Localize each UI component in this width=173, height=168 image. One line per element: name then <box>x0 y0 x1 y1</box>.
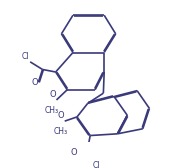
Text: Cl: Cl <box>93 161 100 168</box>
Text: CH₃: CH₃ <box>53 127 67 136</box>
Text: O: O <box>71 148 77 157</box>
Text: O: O <box>49 90 56 99</box>
Text: O: O <box>57 111 64 120</box>
Text: O: O <box>31 78 38 87</box>
Text: CH₃: CH₃ <box>44 106 58 115</box>
Text: Cl: Cl <box>21 52 29 61</box>
